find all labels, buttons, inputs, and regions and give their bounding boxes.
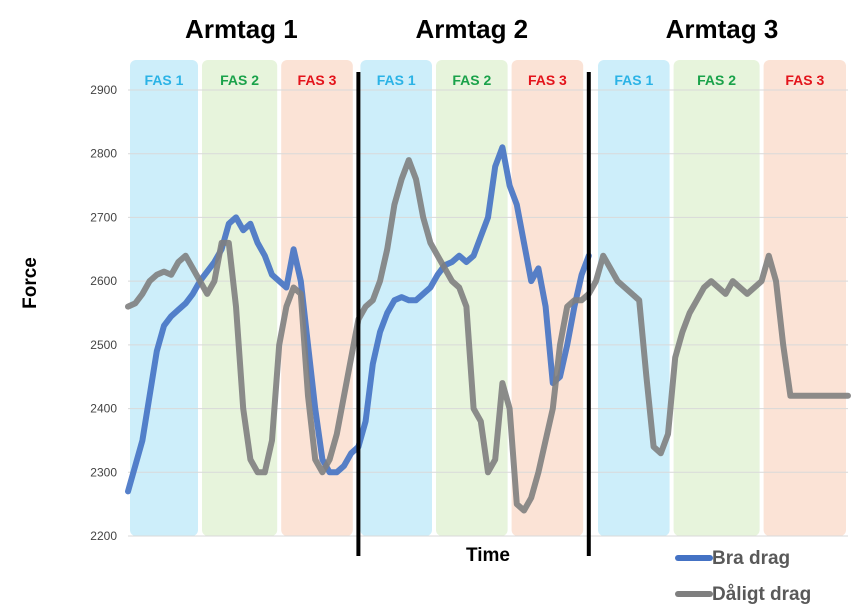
y-tick-2500: 2500 <box>90 338 117 352</box>
phase-band-1-3 <box>281 60 353 536</box>
phase-label-3-2: FAS 2 <box>697 72 736 88</box>
legend-label-daligt-drag: Dåligt drag <box>712 584 811 605</box>
y-tick-2800: 2800 <box>90 147 117 161</box>
phase-label-2-2: FAS 2 <box>452 72 491 88</box>
y-tick-2900: 2900 <box>90 83 117 97</box>
legend: Bra drag Dåligt drag <box>675 548 811 605</box>
stroke-title-2: Armtag 2 <box>415 14 528 44</box>
phase-label-1-1: FAS 1 <box>145 72 184 88</box>
series-line-daligt-drag <box>125 157 851 514</box>
stroke-title-1: Armtag 1 <box>185 14 298 44</box>
phase-band-1-2 <box>202 60 278 536</box>
phase-label-2-1: FAS 1 <box>377 72 416 88</box>
y-tick-2600: 2600 <box>90 274 117 288</box>
phase-band-2-2 <box>436 60 508 536</box>
stroke-titles: Armtag 1 Armtag 2 Armtag 3 <box>185 14 778 44</box>
phase-label-3-3: FAS 3 <box>785 72 824 88</box>
y-tick-2700: 2700 <box>90 210 117 224</box>
phase-band-3-2 <box>673 60 760 536</box>
stroke-dividers <box>356 72 591 556</box>
y-tick-2300: 2300 <box>90 465 117 479</box>
y-tick-2200: 2200 <box>90 529 117 543</box>
phase-label-1-2: FAS 2 <box>220 72 259 88</box>
legend-label-bra-drag: Bra drag <box>712 548 790 569</box>
phase-label-2-3: FAS 3 <box>528 72 567 88</box>
phase-band-2-3 <box>511 60 584 536</box>
phase-label-1-3: FAS 3 <box>298 72 337 88</box>
y-tick-2400: 2400 <box>90 402 117 416</box>
x-axis-label: Time <box>466 545 510 566</box>
phase-band-3-3 <box>763 60 846 536</box>
y-axis-label: Force <box>20 257 41 309</box>
y-gridlines <box>128 89 848 537</box>
y-tick-labels: 2200 2300 2400 2500 2600 2700 2800 2900 <box>90 83 117 543</box>
stroke-title-3: Armtag 3 <box>666 14 779 44</box>
phase-label-3-1: FAS 1 <box>614 72 653 88</box>
